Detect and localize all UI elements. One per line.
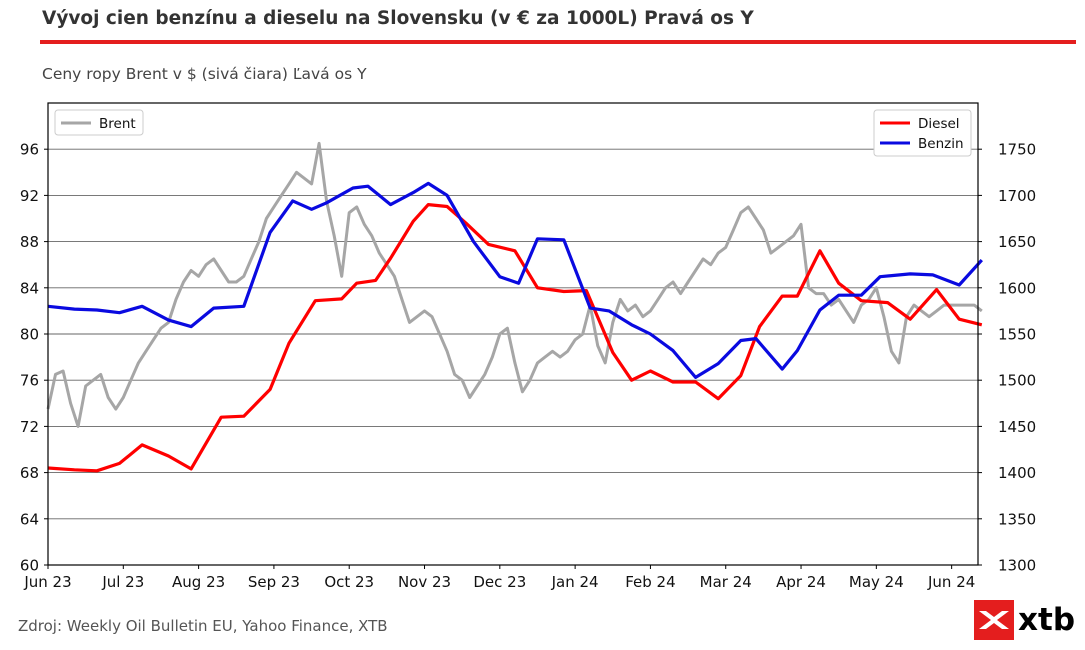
right-tick-label: 1550 <box>998 326 1036 344</box>
title-rule <box>40 40 1076 44</box>
x-tick-label: May 24 <box>849 573 904 591</box>
legend-label-brent: Brent <box>99 116 136 132</box>
chart-title: Vývoj cien benzínu a dieselu na Slovensk… <box>42 8 754 29</box>
left-tick-label: 88 <box>20 233 39 251</box>
left-y-axis-ticks: 60 64 68 72 76 80 84 88 92 96 <box>20 141 48 575</box>
chart-subtitle: Ceny ropy Brent v $ (sivá čiara) Ľavá os… <box>42 65 367 83</box>
right-y-axis-ticks: 1300 1350 1400 1450 1500 1550 1600 1650 1700 1750 <box>978 141 1036 575</box>
right-tick-label: 1500 <box>998 372 1036 390</box>
xtb-logo-text: xtb <box>1018 602 1076 638</box>
series-line-benzin <box>47 181 983 379</box>
x-tick-label: Sep 23 <box>248 573 300 591</box>
grid-lines <box>48 148 978 520</box>
xtb-logo-mark-icon <box>974 600 1014 640</box>
legend-brent: Brent <box>54 109 144 136</box>
legend-label-benzin: Benzin <box>918 136 964 152</box>
left-tick-label: 76 <box>20 372 39 390</box>
right-tick-label: 1600 <box>998 279 1036 297</box>
x-tick-label: Apr 24 <box>776 573 826 591</box>
right-tick-label: 1700 <box>998 187 1036 205</box>
x-tick-label: Dec 23 <box>473 573 526 591</box>
series-lines <box>46 141 983 473</box>
left-tick-label: 72 <box>20 418 39 436</box>
xtb-logo: xtb <box>974 600 1080 640</box>
x-tick-label: Feb 24 <box>625 573 675 591</box>
right-tick-label: 1350 <box>998 510 1036 528</box>
x-tick-label: Nov 23 <box>398 573 451 591</box>
legend-diesel-benzin: Diesel Benzin <box>873 109 972 157</box>
left-tick-label: 84 <box>20 279 39 297</box>
series-line-brent <box>46 141 983 428</box>
source-note: Zdroj: Weekly Oil Bulletin EU, Yahoo Fin… <box>18 617 388 635</box>
x-tick-label: Jan 24 <box>551 573 599 591</box>
x-tick-label: Jun 24 <box>927 573 975 591</box>
right-tick-label: 1750 <box>998 141 1036 159</box>
left-tick-label: 68 <box>20 464 39 482</box>
left-tick-label: 60 <box>20 557 39 575</box>
legend-label-diesel: Diesel <box>918 116 960 132</box>
x-tick-label: Mar 24 <box>700 573 752 591</box>
x-tick-label: Jun 23 <box>23 573 71 591</box>
left-tick-label: 64 <box>20 510 39 528</box>
x-tick-label: Aug 23 <box>172 573 225 591</box>
right-tick-label: 1650 <box>998 233 1036 251</box>
right-tick-label: 1450 <box>998 418 1036 436</box>
legend-box <box>54 109 144 136</box>
x-axis-ticks: Jun 23 Jul 23 Aug 23 Sep 23 Oct 23 Nov 23 Dec … <box>23 565 975 591</box>
left-tick-label: 96 <box>20 141 39 159</box>
x-tick-label: Jul 23 <box>101 573 144 591</box>
left-tick-label: 92 <box>20 187 39 205</box>
series-line-diesel <box>47 203 983 473</box>
right-tick-label: 1400 <box>998 464 1036 482</box>
right-tick-label: 1300 <box>998 557 1036 575</box>
x-tick-label: Oct 23 <box>324 573 374 591</box>
left-tick-label: 80 <box>20 326 39 344</box>
